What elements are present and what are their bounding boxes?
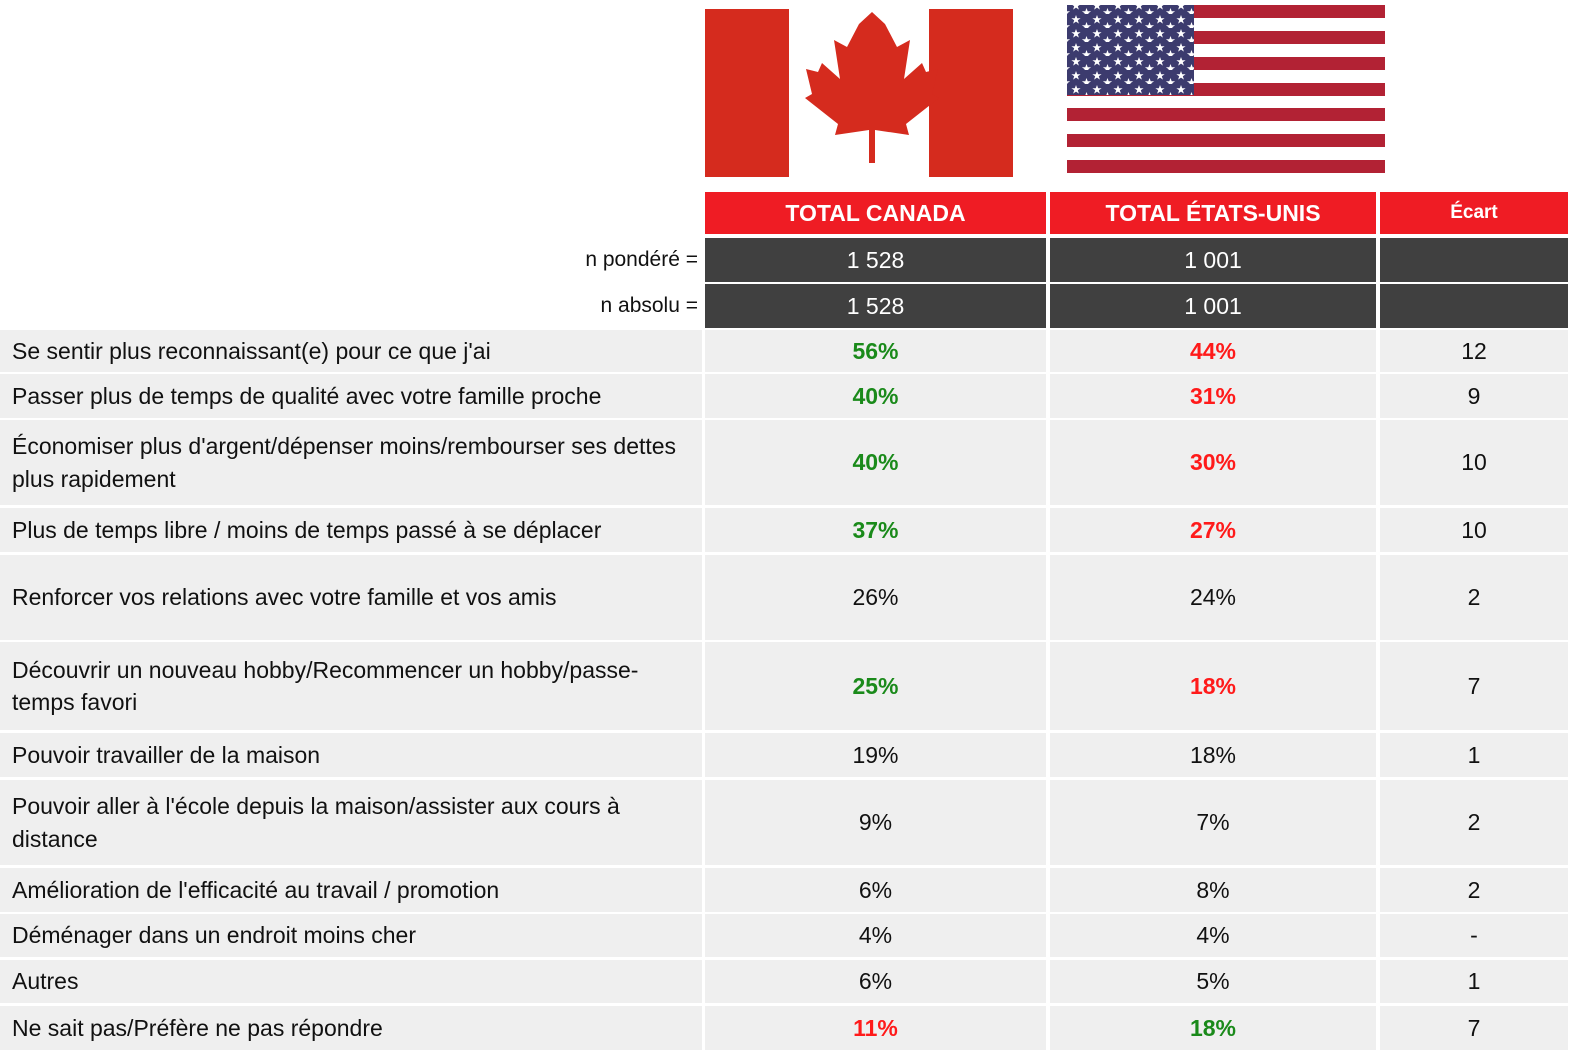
n-value <box>1380 238 1568 282</box>
column-header: TOTAL ÉTATS-UNIS <box>1050 192 1376 234</box>
canada-value: 6% <box>705 868 1046 912</box>
canada-value: 37% <box>705 508 1046 552</box>
row-label: Amélioration de l'efficacité au travail … <box>0 868 702 912</box>
flags <box>705 5 1385 177</box>
us-value: 5% <box>1050 960 1376 1003</box>
column-header: TOTAL CANADA <box>705 192 1046 234</box>
canada-flag <box>705 9 1013 177</box>
canada-value: 25% <box>705 642 1046 730</box>
us-value: 27% <box>1050 508 1376 552</box>
row-label: Pouvoir travailler de la maison <box>0 733 702 777</box>
gap-value: 10 <box>1380 420 1568 505</box>
us-value: 44% <box>1050 330 1376 372</box>
canada-value: 6% <box>705 960 1046 1003</box>
us-value: 24% <box>1050 555 1376 640</box>
us-value: 30% <box>1050 420 1376 505</box>
us-value: 7% <box>1050 780 1376 865</box>
us-value: 18% <box>1050 733 1376 777</box>
canada-value: 26% <box>705 555 1046 640</box>
gap-value: - <box>1380 914 1568 957</box>
n-value: 1 528 <box>705 238 1046 282</box>
row-label: Pouvoir aller à l'école depuis la maison… <box>0 780 702 865</box>
row-label: Déménager dans un endroit moins cher <box>0 914 702 957</box>
n-value: 1 528 <box>705 284 1046 328</box>
gap-value: 1 <box>1380 960 1568 1003</box>
row-label: Économiser plus d'argent/dépenser moins/… <box>0 420 702 505</box>
row-label: Passer plus de temps de qualité avec vot… <box>0 374 702 418</box>
gap-value: 7 <box>1380 642 1568 730</box>
canada-value: 56% <box>705 330 1046 372</box>
column-header: Écart <box>1380 192 1568 234</box>
us-value: 31% <box>1050 374 1376 418</box>
gap-value: 2 <box>1380 555 1568 640</box>
n-label: n absolu = <box>600 294 699 317</box>
us-value: 18% <box>1050 642 1376 730</box>
canada-value: 40% <box>705 374 1046 418</box>
canada-value: 4% <box>705 914 1046 957</box>
row-label: Se sentir plus reconnaissant(e) pour ce … <box>0 330 702 372</box>
us-value: 18% <box>1050 1006 1376 1050</box>
canada-value: 11% <box>705 1006 1046 1050</box>
row-label: Renforcer vos relations avec votre famil… <box>0 555 702 640</box>
n-value: 1 001 <box>1050 284 1376 328</box>
canada-value: 40% <box>705 420 1046 505</box>
row-label: Autres <box>0 960 702 1003</box>
gap-value: 1 <box>1380 733 1568 777</box>
gap-value: 2 <box>1380 868 1568 912</box>
us-value: 8% <box>1050 868 1376 912</box>
row-label: Découvrir un nouveau hobby/Recommencer u… <box>0 642 702 730</box>
row-label: Plus de temps libre / moins de temps pas… <box>0 508 702 552</box>
us-value: 4% <box>1050 914 1376 957</box>
canada-value: 19% <box>705 733 1046 777</box>
canada-value: 9% <box>705 780 1046 865</box>
gap-value: 10 <box>1380 508 1568 552</box>
n-label: n pondéré = <box>585 248 698 271</box>
gap-value: 7 <box>1380 1006 1568 1050</box>
gap-value: 9 <box>1380 374 1568 418</box>
n-value: 1 001 <box>1050 238 1376 282</box>
gap-value: 2 <box>1380 780 1568 865</box>
row-label: Ne sait pas/Préfère ne pas répondre <box>0 1006 702 1050</box>
gap-value: 12 <box>1380 330 1568 372</box>
n-value <box>1380 284 1568 328</box>
us-flag <box>1067 5 1385 173</box>
